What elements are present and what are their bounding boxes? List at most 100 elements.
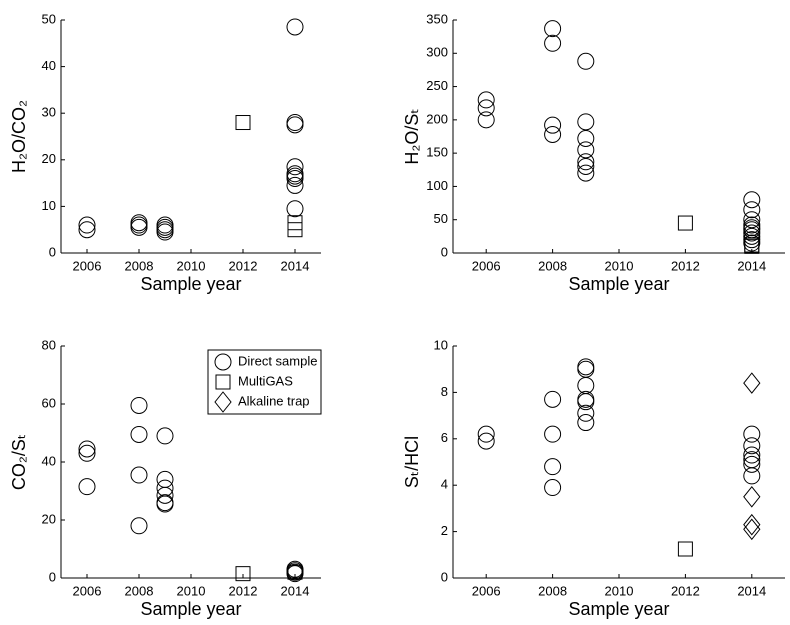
marker-square [235,115,251,131]
y-tick-label: 20 [42,151,56,166]
y-axis-label: Sₜ/HCl [402,436,422,488]
marker-circle [130,425,148,443]
marker-circle [156,470,174,488]
marker-diamond [743,372,761,394]
x-tick-label: 2006 [73,583,102,598]
y-tick-label: 40 [42,453,56,468]
marker-circle [577,113,595,131]
marker-circle [743,234,761,252]
marker-circle [544,425,562,443]
marker-circle [477,99,495,117]
legend-label: Direct sample [238,353,317,368]
marker-square [235,566,251,582]
y-tick-label: 100 [426,178,448,193]
marker-circle [544,126,562,144]
x-axis-label: Sample year [140,274,241,294]
legend-box [207,349,322,415]
x-tick-label: 2008 [125,583,154,598]
x-tick-label: 2010 [605,258,634,273]
marker-circle [743,227,761,245]
x-tick-label: 2008 [538,258,567,273]
x-tick-label: 2014 [281,583,310,598]
marker-circle [743,211,761,229]
y-axis-label: CO₂/Sₜ [9,434,29,490]
marker-circle [577,129,595,147]
y-tick-label: 150 [426,145,448,160]
marker-circle [78,221,96,239]
marker-square [287,215,303,231]
x-axis-label: Sample year [568,599,669,619]
marker-square [215,374,231,390]
marker-circle [78,216,96,234]
x-tick-label: 2010 [605,583,634,598]
y-tick-label: 60 [42,395,56,410]
marker-circle [577,52,595,70]
y-tick-label: 0 [441,569,448,584]
marker-circle [477,432,495,450]
x-tick-label: 2014 [737,258,766,273]
y-tick-label: 20 [42,511,56,526]
y-tick-label: 200 [426,111,448,126]
marker-circle [156,427,174,445]
marker-circle [78,478,96,496]
marker-circle [743,224,761,242]
marker-circle [743,455,761,473]
marker-circle [743,437,761,455]
marker-circle [743,201,761,219]
marker-circle [577,153,595,171]
marker-circle [286,176,304,194]
marker-circle [743,446,761,464]
marker-circle [577,414,595,432]
marker-circle [156,495,174,513]
marker-circle [743,231,761,249]
x-tick-label: 2012 [671,583,700,598]
y-tick-label: 10 [42,198,56,213]
legend-label: Alkaline trap [238,393,310,408]
marker-diamond [743,513,761,536]
marker-circle [477,91,495,109]
x-tick-label: 2014 [737,583,766,598]
y-tick-label: 250 [426,78,448,93]
y-tick-label: 0 [49,244,56,259]
x-tick-label: 2006 [472,258,501,273]
y-tick-label: 30 [42,105,56,120]
marker-circle [286,158,304,176]
y-axis-label: H₂O/Sₜ [402,108,422,164]
marker-circle [477,111,495,129]
marker-circle [577,393,595,411]
y-tick-label: 40 [42,58,56,73]
marker-circle [214,353,232,371]
marker-square [677,215,693,231]
marker-circle [156,494,174,512]
marker-square [744,238,760,254]
marker-circle [743,191,761,209]
y-tick-label: 2 [441,523,448,538]
marker-circle [544,390,562,408]
marker-circle [577,404,595,422]
marker-square [287,564,303,580]
y-tick-label: 80 [42,337,56,352]
x-tick-label: 2012 [229,258,258,273]
x-tick-label: 2006 [472,583,501,598]
marker-circle [544,116,562,134]
legend-label: MultiGAS [238,373,293,388]
y-tick-label: 10 [434,337,448,352]
marker-square [677,541,693,557]
x-axis-label: Sample year [568,274,669,294]
marker-diamond [743,485,761,508]
marker-circle [130,466,148,484]
x-tick-label: 2006 [73,258,102,273]
marker-circle [544,34,562,52]
marker-circle [544,20,562,38]
x-tick-label: 2012 [671,258,700,273]
marker-circle [577,157,595,175]
marker-circle [544,479,562,497]
y-tick-label: 350 [426,11,448,26]
x-tick-label: 2008 [538,583,567,598]
x-tick-label: 2014 [281,258,310,273]
marker-circle [477,425,495,443]
marker-circle [286,169,304,187]
marker-circle [156,486,174,504]
y-tick-label: 50 [42,11,56,26]
